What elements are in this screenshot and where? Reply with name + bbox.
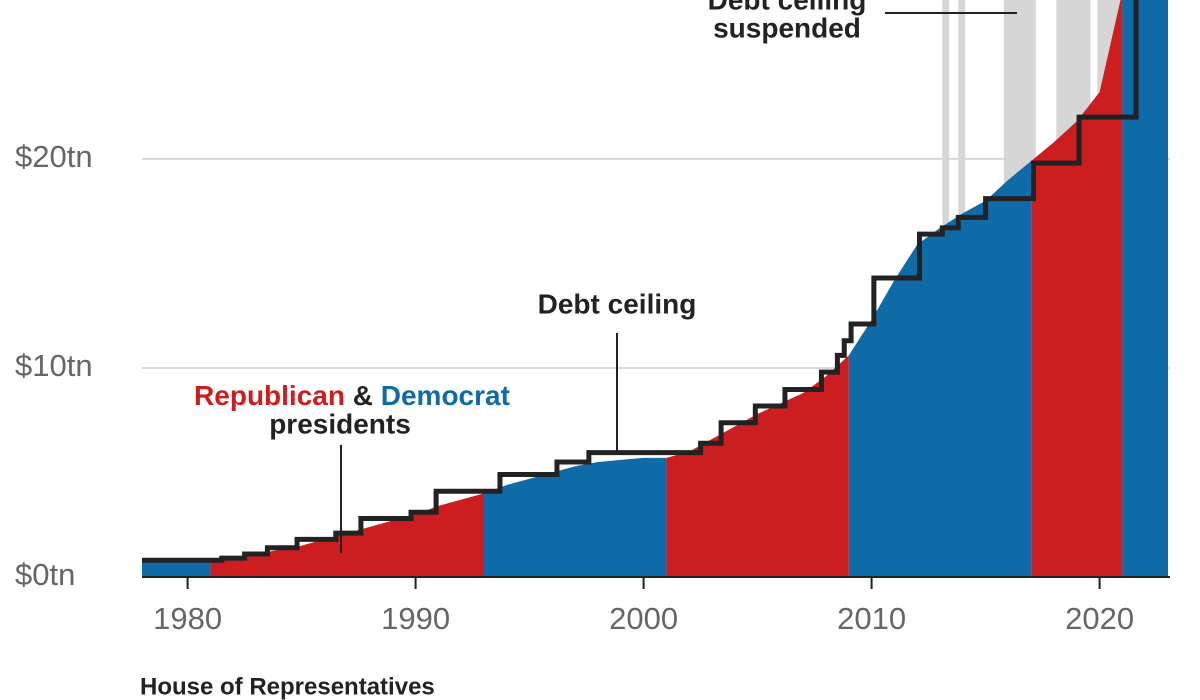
ceiling-line [142,0,1139,563]
x-tick-label: 1990 [381,601,450,636]
area [848,160,1032,577]
x-tick-label: 2000 [609,601,678,636]
legend-joiner: & [353,380,373,411]
y-tick-label: $0tn [15,557,75,592]
x-tick-label: 2010 [837,601,906,636]
axis: $0tn $10tn $20tn 1980 1990 2000 2010 2020 [15,139,1170,636]
annotations: Debt ceiling Debt ceiling suspended Repu… [194,0,1017,553]
ceiling-label: Debt ceiling [538,288,697,319]
debt-ceiling [142,0,1139,563]
area [142,559,211,577]
x-tick-label: 2020 [1065,601,1134,636]
y-tick-label: $10tn [15,348,93,383]
y-tick-label: $20tn [15,139,93,174]
area [1031,0,1123,577]
suspended-label: suspended [713,12,861,43]
legend-entry: Democrat [381,380,510,411]
legend-entry: Republican [194,380,345,411]
x-tick-label: 1980 [153,601,222,636]
area [1122,0,1168,577]
legend-suffix: presidents [269,408,411,439]
area [484,457,667,577]
suspended-label: Debt ceiling [708,0,867,15]
footer: House of Representatives [140,673,435,700]
legend: Republican & Democrat [194,380,510,411]
area [666,355,849,577]
